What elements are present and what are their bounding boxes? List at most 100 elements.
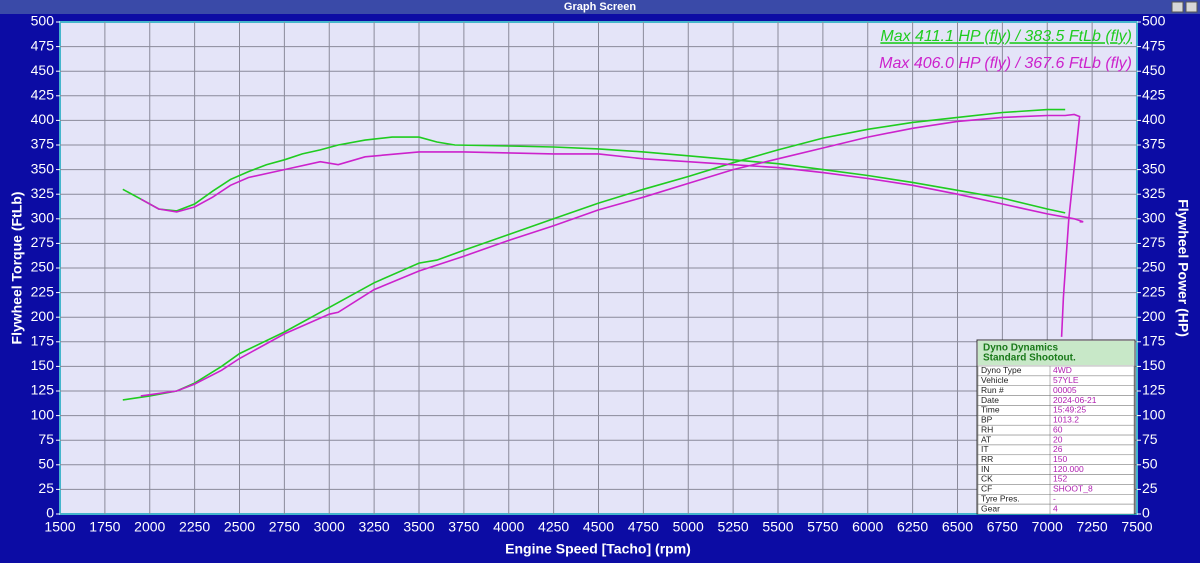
series-line: [140, 151, 1084, 223]
x-tick-label: 3250: [359, 519, 390, 535]
info-value: 4: [1053, 503, 1058, 513]
x-tick-label: 6000: [852, 519, 883, 535]
x-tick-label: 6500: [942, 519, 973, 535]
y2-tick-label: 200: [1142, 308, 1166, 324]
info-value: 120.000: [1053, 464, 1084, 474]
x-tick-label: 2750: [269, 519, 300, 535]
y-tick-label: 100: [31, 406, 55, 422]
legend-entry: Max 406.0 HP (fly) / 367.6 FtLb (fly): [879, 55, 1132, 72]
y2-tick-label: 500: [1142, 13, 1166, 29]
info-value: 4WD: [1053, 365, 1072, 375]
y-tick-label: 375: [31, 136, 55, 152]
info-value: 00005: [1053, 385, 1077, 395]
x-tick-label: 4000: [493, 519, 524, 535]
y-tick-label: 500: [31, 13, 55, 29]
y-tick-label: 75: [38, 431, 54, 447]
info-key: IT: [981, 444, 989, 454]
y2-tick-label: 175: [1142, 333, 1166, 349]
info-key: BP: [981, 415, 993, 425]
y-tick-label: 50: [38, 456, 54, 472]
series-line: [140, 113, 1081, 397]
series-line: [122, 136, 1066, 214]
info-value: 26: [1053, 444, 1063, 454]
x-tick-label: 7250: [1077, 519, 1108, 535]
y2-tick-label: 25: [1142, 480, 1158, 496]
y-tick-label: 150: [31, 357, 55, 373]
info-key: Gear: [981, 503, 1000, 513]
x-tick-label: 7000: [1032, 519, 1063, 535]
x-axis-title: Engine Speed [Tacho] (rpm): [505, 541, 691, 557]
info-value: 2024-06-21: [1053, 395, 1097, 405]
y-tick-label: 300: [31, 210, 55, 226]
x-tick-label: 2500: [224, 519, 255, 535]
info-key: CF: [981, 484, 992, 494]
x-tick-label: 3750: [448, 519, 479, 535]
y2-tick-label: 425: [1142, 87, 1166, 103]
y2-tick-label: 75: [1142, 431, 1158, 447]
y-tick-label: 350: [31, 160, 55, 176]
y-tick-label: 200: [31, 308, 55, 324]
info-title: Dyno Dynamics: [983, 343, 1058, 354]
y-tick-label: 175: [31, 333, 55, 349]
y2-axis-title: Flywheel Power (HP): [1175, 199, 1191, 337]
x-tick-label: 5000: [673, 519, 704, 535]
x-tick-label: 5250: [718, 519, 749, 535]
y2-tick-label: 325: [1142, 185, 1166, 201]
x-tick-label: 2250: [179, 519, 210, 535]
x-tick-label: 3500: [403, 519, 434, 535]
info-key: Time: [981, 405, 1000, 415]
y-tick-label: 475: [31, 37, 55, 53]
info-value: 60: [1053, 424, 1063, 434]
info-title: Standard Shootout.: [983, 353, 1076, 364]
info-value: 150: [1053, 454, 1067, 464]
restore-button[interactable]: [1171, 1, 1184, 13]
y2-tick-label: 275: [1142, 234, 1166, 250]
x-tick-label: 1750: [89, 519, 120, 535]
info-value: 1013.2: [1053, 415, 1079, 425]
window-title: Graph Screen: [564, 1, 636, 13]
info-key: RR: [981, 454, 993, 464]
info-key: RH: [981, 424, 993, 434]
y2-tick-label: 225: [1142, 283, 1166, 299]
y-tick-label: 125: [31, 382, 55, 398]
x-tick-label: 4250: [538, 519, 569, 535]
close-button[interactable]: [1185, 1, 1198, 13]
y-tick-label: 450: [31, 62, 55, 78]
y2-tick-label: 475: [1142, 37, 1166, 53]
y-tick-label: 25: [38, 480, 54, 496]
y-tick-label: 325: [31, 185, 55, 201]
y2-tick-label: 350: [1142, 160, 1166, 176]
y2-tick-label: 125: [1142, 382, 1166, 398]
x-tick-label: 4500: [583, 519, 614, 535]
x-tick-label: 2000: [134, 519, 165, 535]
x-tick-label: 1500: [44, 519, 75, 535]
legend-entry: Max 411.1 HP (fly) / 383.5 FtLb (fly): [880, 28, 1132, 45]
info-key: IN: [981, 464, 990, 474]
x-tick-label: 5750: [807, 519, 838, 535]
y2-tick-label: 300: [1142, 210, 1166, 226]
y2-tick-label: 250: [1142, 259, 1166, 275]
info-value: 15:49:25: [1053, 405, 1086, 415]
info-key: Date: [981, 395, 999, 405]
info-header: [978, 341, 1134, 365]
x-tick-label: 4750: [628, 519, 659, 535]
info-value: SHOOT_8: [1053, 484, 1093, 494]
y-tick-label: 225: [31, 283, 55, 299]
x-tick-label: 3000: [314, 519, 345, 535]
info-value: -: [1053, 493, 1056, 503]
x-tick-label: 5500: [762, 519, 793, 535]
y2-tick-label: 375: [1142, 136, 1166, 152]
y-tick-label: 425: [31, 87, 55, 103]
y2-tick-label: 150: [1142, 357, 1166, 373]
y-axis-title: Flywheel Torque (FtLb): [9, 192, 25, 345]
info-key: Dyno Type: [981, 365, 1022, 375]
y-tick-label: 400: [31, 111, 55, 127]
info-value: 20: [1053, 434, 1063, 444]
info-key: Run #: [981, 385, 1004, 395]
info-key: Tyre Pres.: [981, 493, 1020, 503]
x-tick-label: 7500: [1121, 519, 1152, 535]
y-tick-label: 275: [31, 234, 55, 250]
y2-tick-label: 400: [1142, 111, 1166, 127]
y2-tick-label: 0: [1142, 505, 1150, 521]
